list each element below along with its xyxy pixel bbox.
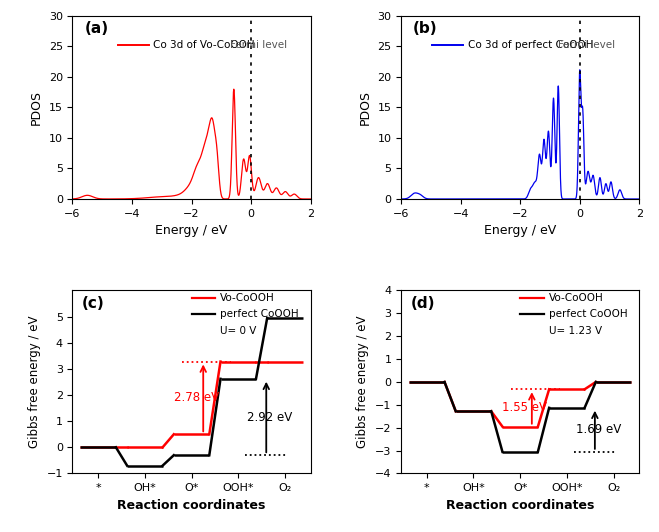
Text: 2.78 eV: 2.78 eV	[174, 392, 219, 404]
Text: (c): (c)	[82, 296, 105, 311]
Text: Vo-CoOOH: Vo-CoOOH	[549, 293, 604, 303]
Text: Fermi level: Fermi level	[229, 40, 287, 50]
X-axis label: Reaction coordinates: Reaction coordinates	[446, 499, 594, 512]
X-axis label: Energy / eV: Energy / eV	[156, 225, 227, 237]
Y-axis label: Gibbs free energy / eV: Gibbs free energy / eV	[28, 315, 41, 448]
Text: 1.55 eV: 1.55 eV	[502, 402, 548, 414]
Text: 2.92 eV: 2.92 eV	[247, 411, 293, 423]
Text: Co 3d of perfect CoOOH: Co 3d of perfect CoOOH	[468, 40, 593, 50]
Text: (d): (d)	[411, 296, 435, 311]
Text: (b): (b)	[413, 21, 438, 37]
Text: perfect CoOOH: perfect CoOOH	[549, 309, 627, 319]
Y-axis label: PDOS: PDOS	[30, 90, 43, 125]
Y-axis label: Gibbs free energy / eV: Gibbs free energy / eV	[357, 315, 369, 448]
X-axis label: Reaction coordinates: Reaction coordinates	[117, 499, 266, 512]
Text: Co 3d of Vo-CoOOH: Co 3d of Vo-CoOOH	[154, 40, 255, 50]
Text: Vo-CoOOH: Vo-CoOOH	[220, 293, 275, 303]
Text: 1.69 eV: 1.69 eV	[576, 423, 621, 436]
Text: (a): (a)	[84, 21, 109, 37]
X-axis label: Energy / eV: Energy / eV	[484, 225, 556, 237]
Text: perfect CoOOH: perfect CoOOH	[220, 309, 299, 319]
Text: U= 0 V: U= 0 V	[220, 326, 256, 336]
Text: U= 1.23 V: U= 1.23 V	[549, 326, 602, 336]
Y-axis label: PDOS: PDOS	[358, 90, 372, 125]
Text: Fermi level: Fermi level	[558, 40, 616, 50]
